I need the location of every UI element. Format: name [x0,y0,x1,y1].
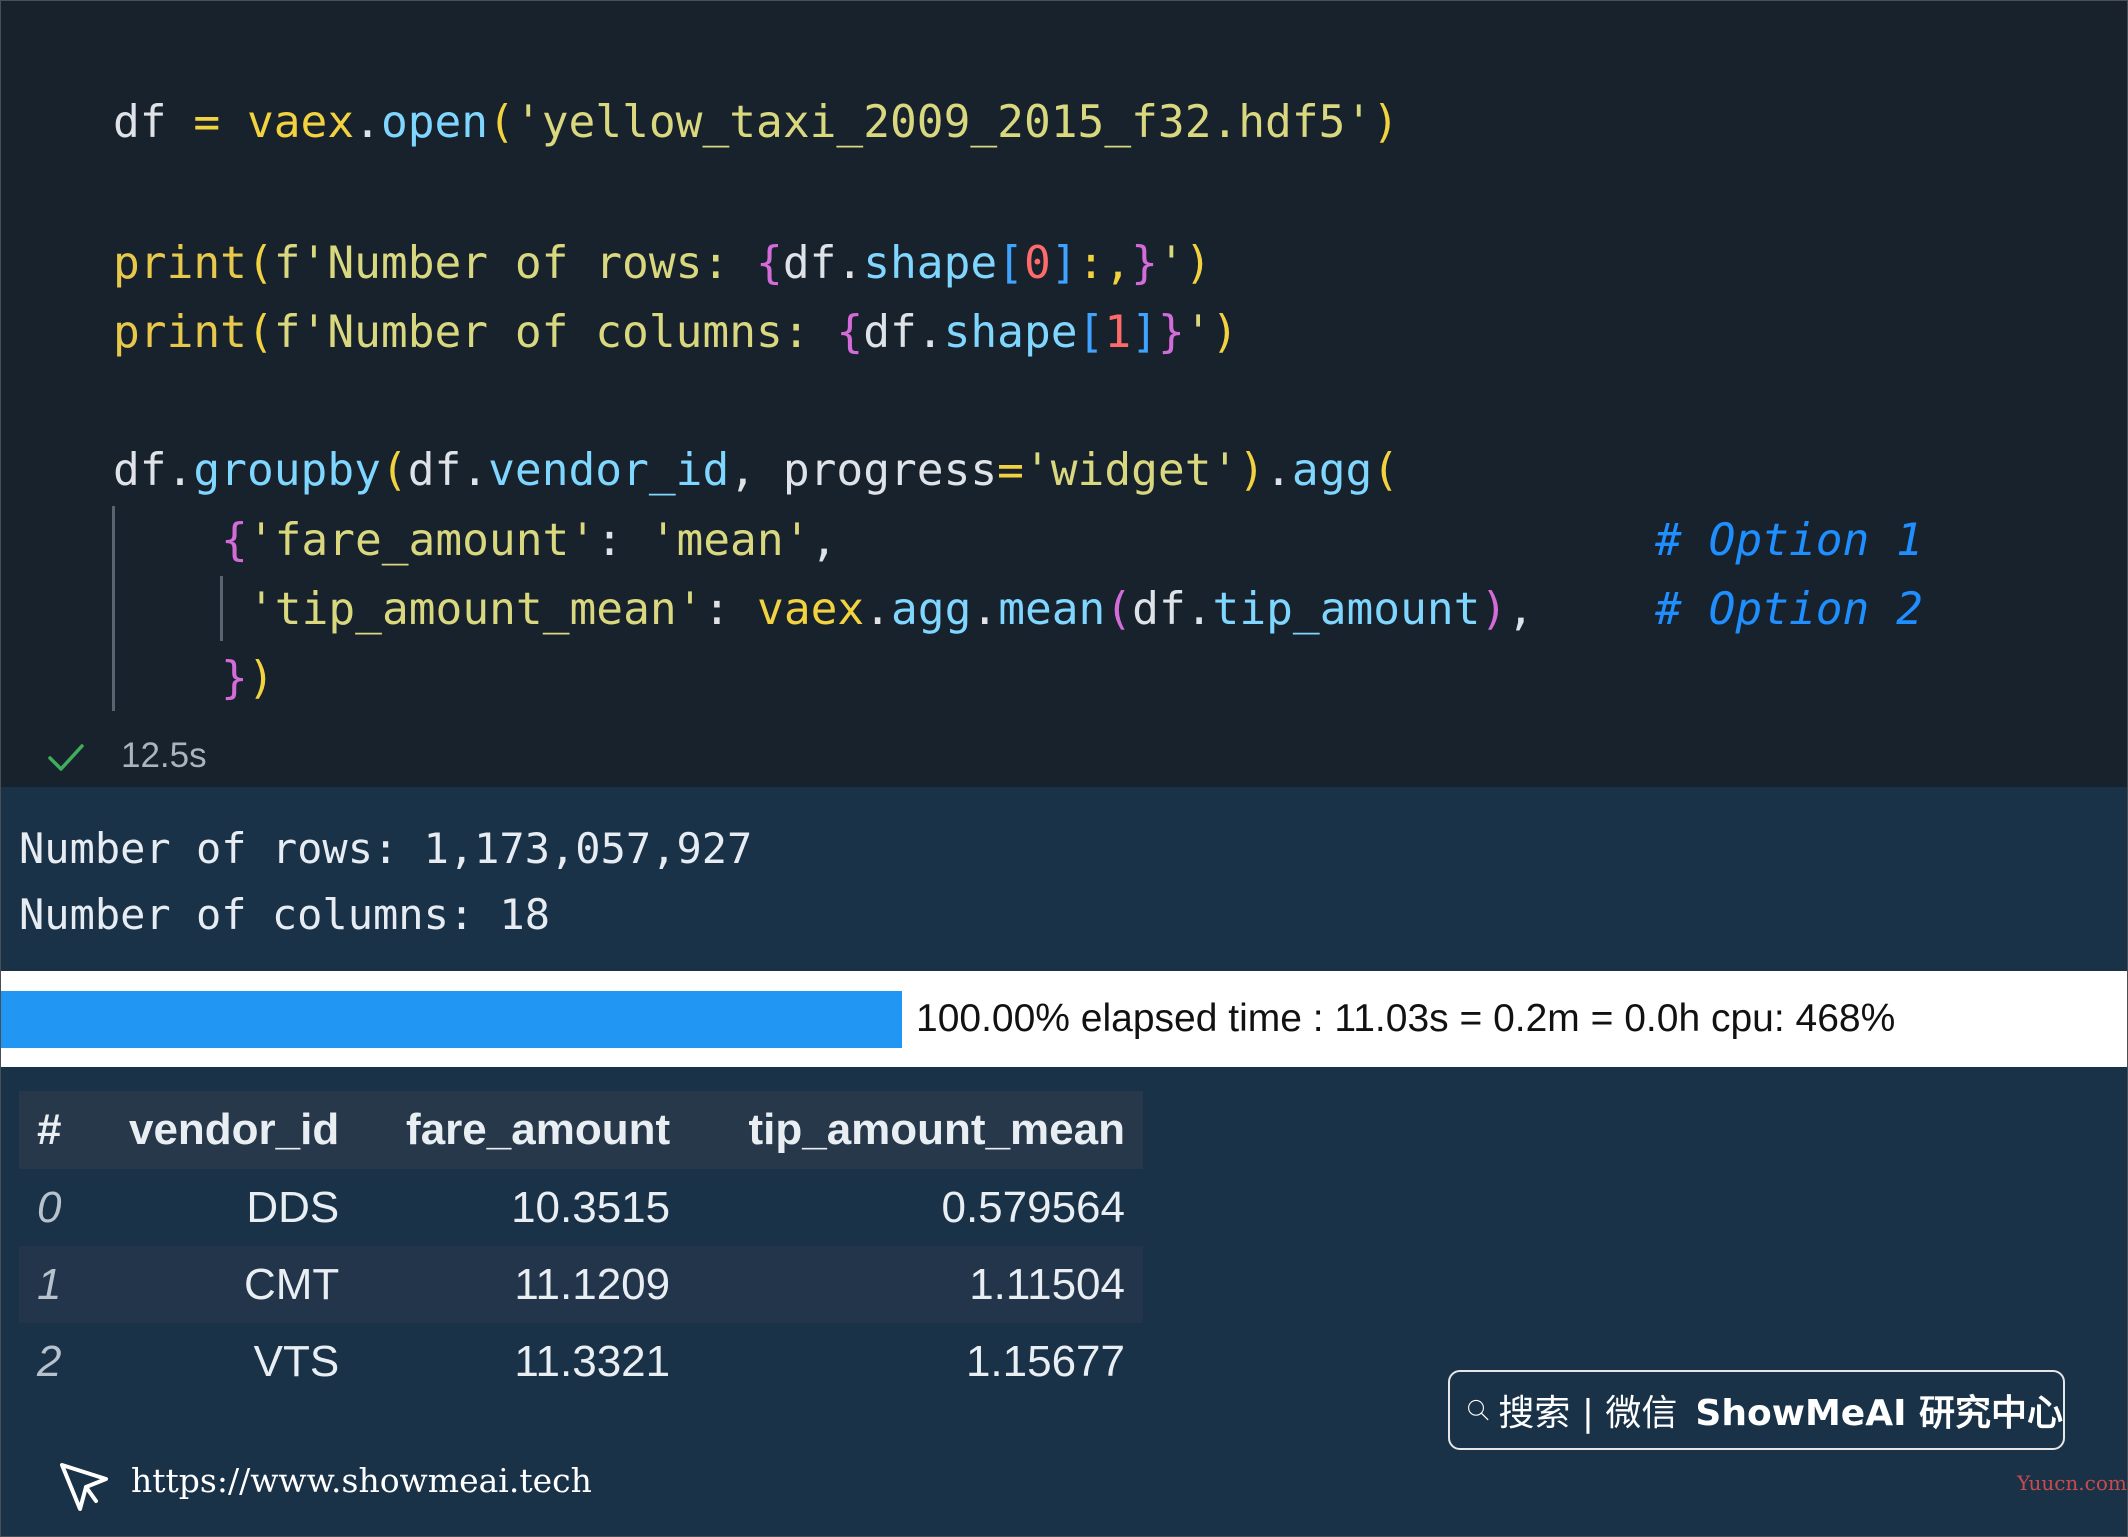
progress-bar-fill [1,991,902,1048]
output-columns-line: Number of columns: 18 [19,890,551,939]
code-line-4: df.groupby(df.vendor_id, progress='widge… [113,445,1400,496]
table-header-vendor-id: vendor_id [85,1091,358,1169]
table-cell-tip-amount-mean: 1.15677 [965,1336,1125,1386]
table-cell-index: 0 [37,1182,62,1232]
check-icon [48,744,84,771]
table-cell-tip-amount-mean: 0.579564 [941,1182,1125,1232]
table-cell-index: 1 [19,1246,86,1323]
code-line-5: {'fare_amount': 'mean', [221,515,838,566]
search-badge-label: 搜索 | 微信 [1498,1393,1678,1434]
output-rows-line: Number of rows: 1,173,057,927 [19,824,753,873]
search-icon [1468,1399,1489,1421]
footer-url[interactable]: https://www.showmeai.tech [131,1461,592,1500]
code-comment-option-1: # Option 1 [1655,515,1923,566]
indent-guide-outer [112,506,115,711]
table-cell-tip-amount-mean: 1.11504 [688,1246,1143,1323]
code-line-7: }) [221,653,275,704]
result-table: # vendor_id fare_amount tip_amount_mean … [19,1091,1143,1400]
corner-watermark: Yuucn.com [2017,1471,2127,1495]
progress-widget: 100.00% elapsed time : 11.03s = 0.2m = 0… [1,971,2127,1067]
table-header-tip-amount-mean: tip_amount_mean [688,1091,1143,1169]
code-line-3: print(f'Number of columns: {df.shape[1]}… [113,307,1239,358]
table-cell-vendor-id: CMT [85,1246,358,1323]
execution-time: 12.5s [121,736,207,775]
brand-name: ShowMeAI 研究中心 [1695,1393,2063,1434]
code-line-6: 'tip_amount_mean': vaex.agg.mean(df.tip_… [248,584,1535,635]
cursor-logo-icon [60,1463,108,1511]
code-line-2: print(f'Number of rows: {df.shape[0]:,}'… [113,238,1212,289]
table-cell-fare-amount: 11.1209 [357,1246,689,1323]
table-header-fare-amount: fare_amount [357,1091,689,1169]
search-badge: 搜索 | 微信 ShowMeAI 研究中心 [1448,1370,2065,1450]
code-comment-option-2: # Option 2 [1655,584,1923,635]
table-row: 1 CMT 11.1209 1.11504 [19,1246,1143,1323]
table-header-index: # [19,1091,86,1169]
progress-text: 100.00% elapsed time : 11.03s = 0.2m = 0… [916,997,1896,1040]
table-header-row: # vendor_id fare_amount tip_amount_mean [19,1091,1143,1169]
indent-guide-inner [220,576,223,641]
table-cell-fare-amount: 10.3515 [511,1182,671,1232]
code-line-1: df = vaex.open('yellow_taxi_2009_2015_f3… [113,97,1400,148]
table-cell-fare-amount: 11.3321 [514,1336,671,1386]
table-row: 2 VTS 11.3321 1.15677 [19,1323,1143,1400]
code-cell[interactable]: df = vaex.open('yellow_taxi_2009_2015_f3… [1,1,2127,787]
table-cell-index: 2 [37,1336,62,1386]
table-cell-vendor-id: DDS [246,1182,340,1232]
table-cell-vendor-id: VTS [253,1336,340,1386]
table-row: 0 DDS 10.3515 0.579564 [19,1169,1143,1246]
